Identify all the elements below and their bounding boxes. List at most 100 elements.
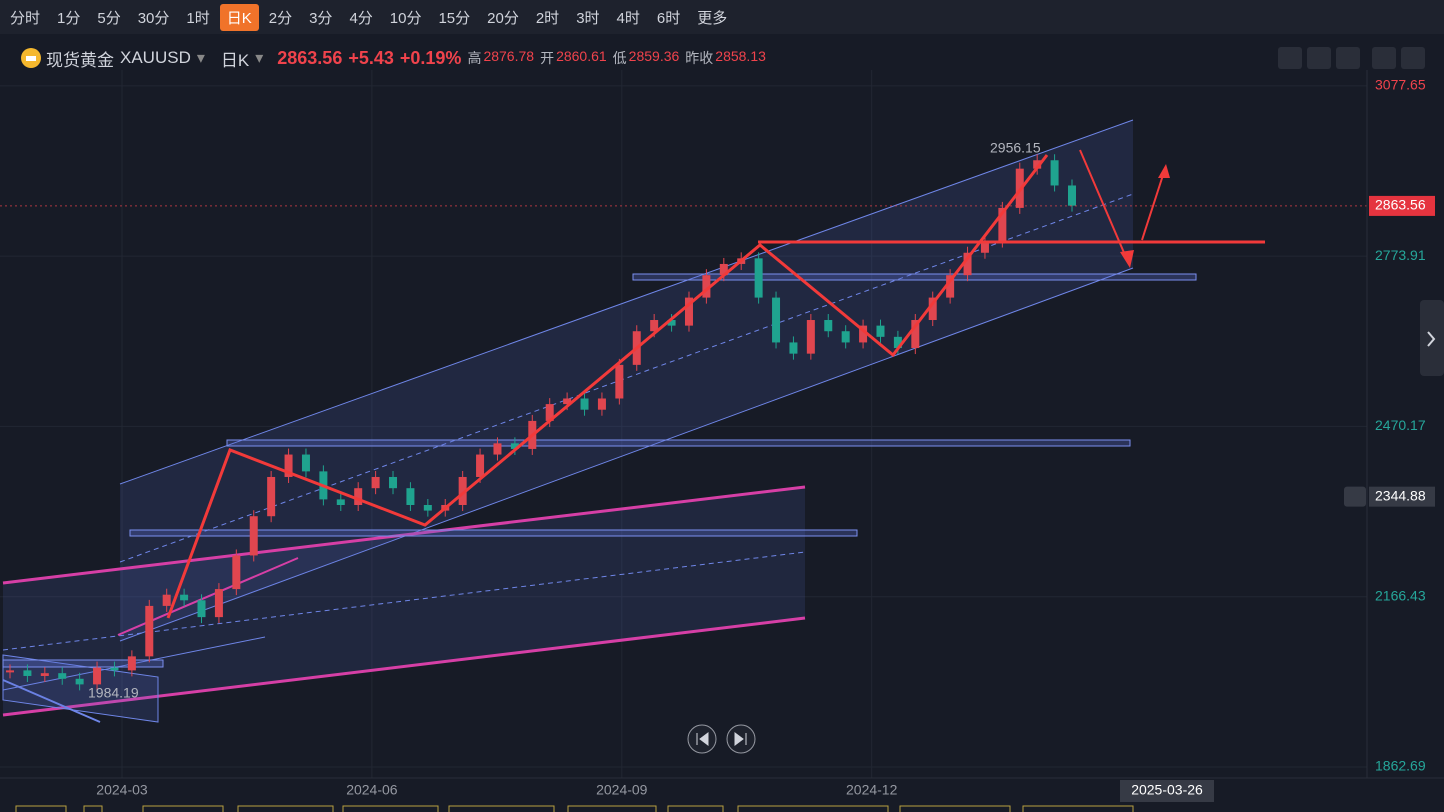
interval-button[interactable]: 15分 [438, 9, 471, 27]
candle [615, 364, 624, 399]
candle [354, 488, 363, 506]
candle [6, 670, 14, 673]
candle [650, 320, 659, 332]
channel-fill [120, 120, 1133, 641]
candle [928, 297, 937, 321]
candle [476, 454, 485, 477]
panel-button[interactable] [1372, 47, 1396, 69]
panel-button[interactable] [1401, 47, 1425, 69]
y-tick-label: 2470.17 [1375, 417, 1426, 433]
candle [145, 605, 154, 657]
candle [824, 320, 833, 332]
symbol-code[interactable]: XAUUSD [120, 48, 191, 67]
field-label: 昨收 [685, 50, 714, 66]
candle [197, 600, 206, 618]
interval-button[interactable]: 5分 [97, 9, 121, 27]
candle [127, 656, 136, 671]
candle [510, 443, 519, 449]
field-label: 开 [540, 50, 555, 66]
candle [162, 594, 171, 606]
y-tick-label: 3077.65 [1375, 77, 1426, 93]
candle [998, 207, 1007, 242]
candle [214, 589, 223, 618]
interval-button[interactable]: 4分 [349, 9, 373, 27]
prev-icon [696, 732, 709, 746]
x-tick-label: 2024-09 [596, 782, 648, 798]
candle [667, 320, 676, 326]
panel-button[interactable] [1307, 47, 1331, 69]
zone [2, 659, 164, 668]
interval-button[interactable]: 30分 [137, 9, 170, 27]
field-value: 2859.36 [628, 48, 680, 64]
candle [545, 404, 554, 421]
interval-button[interactable]: 1分 [57, 9, 81, 27]
annotation: 1984.19 [88, 685, 139, 701]
candle [580, 398, 589, 410]
candle [911, 320, 920, 349]
candle [423, 505, 432, 511]
dropdown[interactable]: ▾ [196, 50, 205, 67]
zone [632, 273, 1197, 281]
period[interactable]: 日K [220, 50, 250, 70]
candle [75, 678, 84, 685]
arrow [1079, 149, 1129, 263]
price-tag [1369, 195, 1435, 216]
toolbar: 分时 1分 5分 30分 1时 日K 2分 3分 4分 10分 15分 20分 2时 3时 4时 6时 更多 [0, 0, 1444, 34]
trend-line [2, 679, 101, 723]
arrow-head [1120, 250, 1134, 268]
candle [58, 673, 67, 679]
interval-button[interactable]: 2分 [268, 9, 293, 27]
symbol-name: 现货黄金 [46, 50, 114, 70]
candle [458, 476, 467, 506]
interval-button[interactable]: 3时 [576, 9, 600, 27]
interval-button[interactable]: 10分 [389, 9, 422, 27]
candle [389, 476, 398, 489]
field-value: 2860.61 [556, 48, 607, 64]
candle [684, 297, 693, 326]
candle [597, 398, 606, 410]
interval-button[interactable]: 4时 [616, 9, 640, 27]
bottom-strip [15, 805, 1134, 812]
x-tick-label: 2024-03 [96, 782, 148, 798]
channel2-lower [2, 616, 806, 717]
dropdown[interactable]: ▾ [255, 50, 264, 67]
annotation: 2956.15 [990, 140, 1041, 156]
interval-button[interactable]: 2时 [535, 9, 560, 27]
interval-button[interactable]: 分时 [10, 9, 41, 27]
channel-upper [119, 119, 1134, 485]
gold-icon [21, 48, 41, 68]
candle [754, 258, 763, 298]
zone [226, 439, 1131, 447]
arrow [1141, 171, 1165, 241]
panel-button[interactable] [1336, 47, 1360, 69]
candle [841, 331, 850, 343]
change-pct: +0.19% [399, 47, 462, 68]
zone [129, 529, 858, 537]
interval-button[interactable]: 3分 [309, 9, 333, 27]
candle [876, 325, 885, 337]
candle [371, 476, 380, 489]
candle [789, 342, 798, 354]
channel-lower [119, 267, 1134, 642]
candle [563, 398, 572, 405]
interval-button[interactable]: 6时 [656, 9, 681, 27]
candle [180, 594, 189, 601]
candle [336, 499, 345, 506]
channel2-fill [3, 487, 805, 715]
x-tick-label: 2024-12 [846, 782, 898, 798]
candle [301, 454, 310, 472]
interval-button[interactable]: 更多 [697, 9, 728, 27]
candle [40, 673, 49, 676]
candle [702, 275, 711, 298]
panel-button[interactable] [1278, 47, 1302, 69]
alert-button[interactable] [1344, 486, 1366, 507]
candle [406, 488, 415, 506]
candle [772, 297, 781, 343]
interval-button[interactable]: 1时 [186, 9, 210, 27]
interval-button[interactable]: 日K [219, 3, 259, 31]
candle [110, 667, 119, 671]
interval-button[interactable]: 20分 [487, 9, 519, 27]
